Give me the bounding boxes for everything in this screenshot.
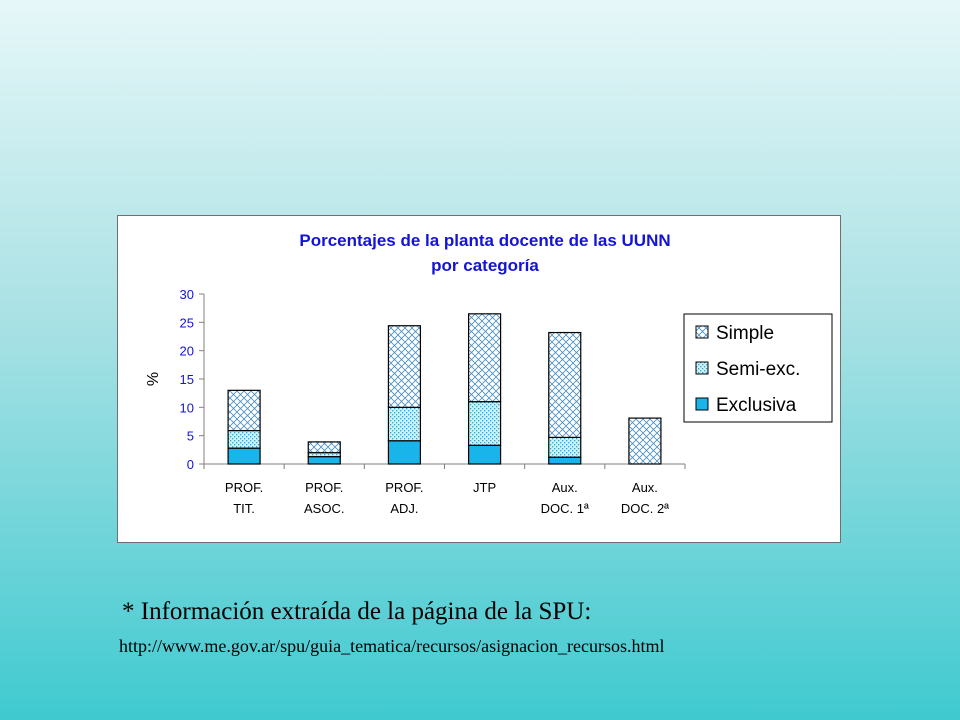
bar-simple (387, 325, 422, 408)
x-tick-label: JTP (473, 480, 496, 495)
legend-label-semi-exc: Semi-exc. (716, 359, 800, 380)
x-tick-label: TIT. (233, 501, 255, 516)
x-tick-label: DOC. 2ª (621, 501, 669, 516)
x-tick-label: ASOC. (304, 501, 344, 516)
bar-simple (307, 441, 341, 454)
bar-exclusiva (307, 456, 341, 465)
y-tick-label: 0 (187, 457, 194, 472)
bar-simple (227, 389, 261, 432)
x-tick-label: ADJ. (390, 501, 418, 516)
y-tick-label: 30 (180, 287, 194, 302)
bar-exclusiva (548, 456, 582, 465)
y-tick-label: 25 (180, 315, 194, 330)
y-tick-label: 10 (180, 400, 194, 415)
x-tick-label: PROF. (385, 480, 423, 495)
legend-swatch-exclusiva (695, 397, 709, 411)
x-tick-label: PROF. (305, 480, 343, 495)
x-tick-label: PROF. (225, 480, 263, 495)
chart-title-line: por categoría (431, 256, 539, 275)
legend: Simple Semi-exc. Exclusiva (683, 313, 833, 423)
y-tick-label: 20 (180, 344, 194, 359)
chart-frame: Porcentajes de la planta docente de las … (117, 215, 841, 543)
y-tick-label: 5 (187, 429, 194, 444)
bar-exclusiva (227, 447, 261, 465)
y-tick-label: 15 (180, 372, 194, 387)
bar-exclusiva (387, 440, 422, 465)
chart-title-line: Porcentajes de la planta docente de las … (299, 231, 670, 250)
x-tick-label: Aux. (552, 480, 578, 495)
legend-label-simple: Simple (716, 323, 774, 344)
x-tick-label: DOC. 1ª (541, 501, 589, 516)
bar-semi-exc (467, 401, 502, 446)
bar-simple (628, 417, 662, 465)
bars (227, 313, 662, 465)
legend-box (683, 313, 833, 423)
source-note: * Información extraída de la página de l… (122, 598, 592, 625)
bar-semi-exc (387, 406, 422, 442)
source-url: http://www.me.gov.ar/spu/guia_tematica/r… (119, 636, 665, 656)
bar-exclusiva (467, 444, 502, 465)
chart-axes: 0 5 10 15 20 25 30% (145, 287, 686, 472)
chart-title: Porcentajes de la planta docente de las … (299, 231, 670, 275)
bar-semi-exc (548, 436, 582, 458)
x-tick-label: Aux. (632, 480, 658, 495)
bar-simple (467, 313, 502, 403)
bar-simple (548, 331, 582, 438)
bar-chart: Porcentajes de la planta docente de las … (145, 231, 833, 516)
y-axis-label: % (145, 372, 162, 386)
legend-swatch-semi-exc (695, 361, 709, 375)
legend-label-exclusiva: Exclusiva (716, 395, 797, 416)
legend-swatch-simple (695, 325, 709, 339)
bar-semi-exc (227, 429, 261, 449)
x-tick-labels: PROF. TIT. PROF. ASOC. PROF. ADJ. JTP Aux. DOC. … (225, 480, 669, 516)
